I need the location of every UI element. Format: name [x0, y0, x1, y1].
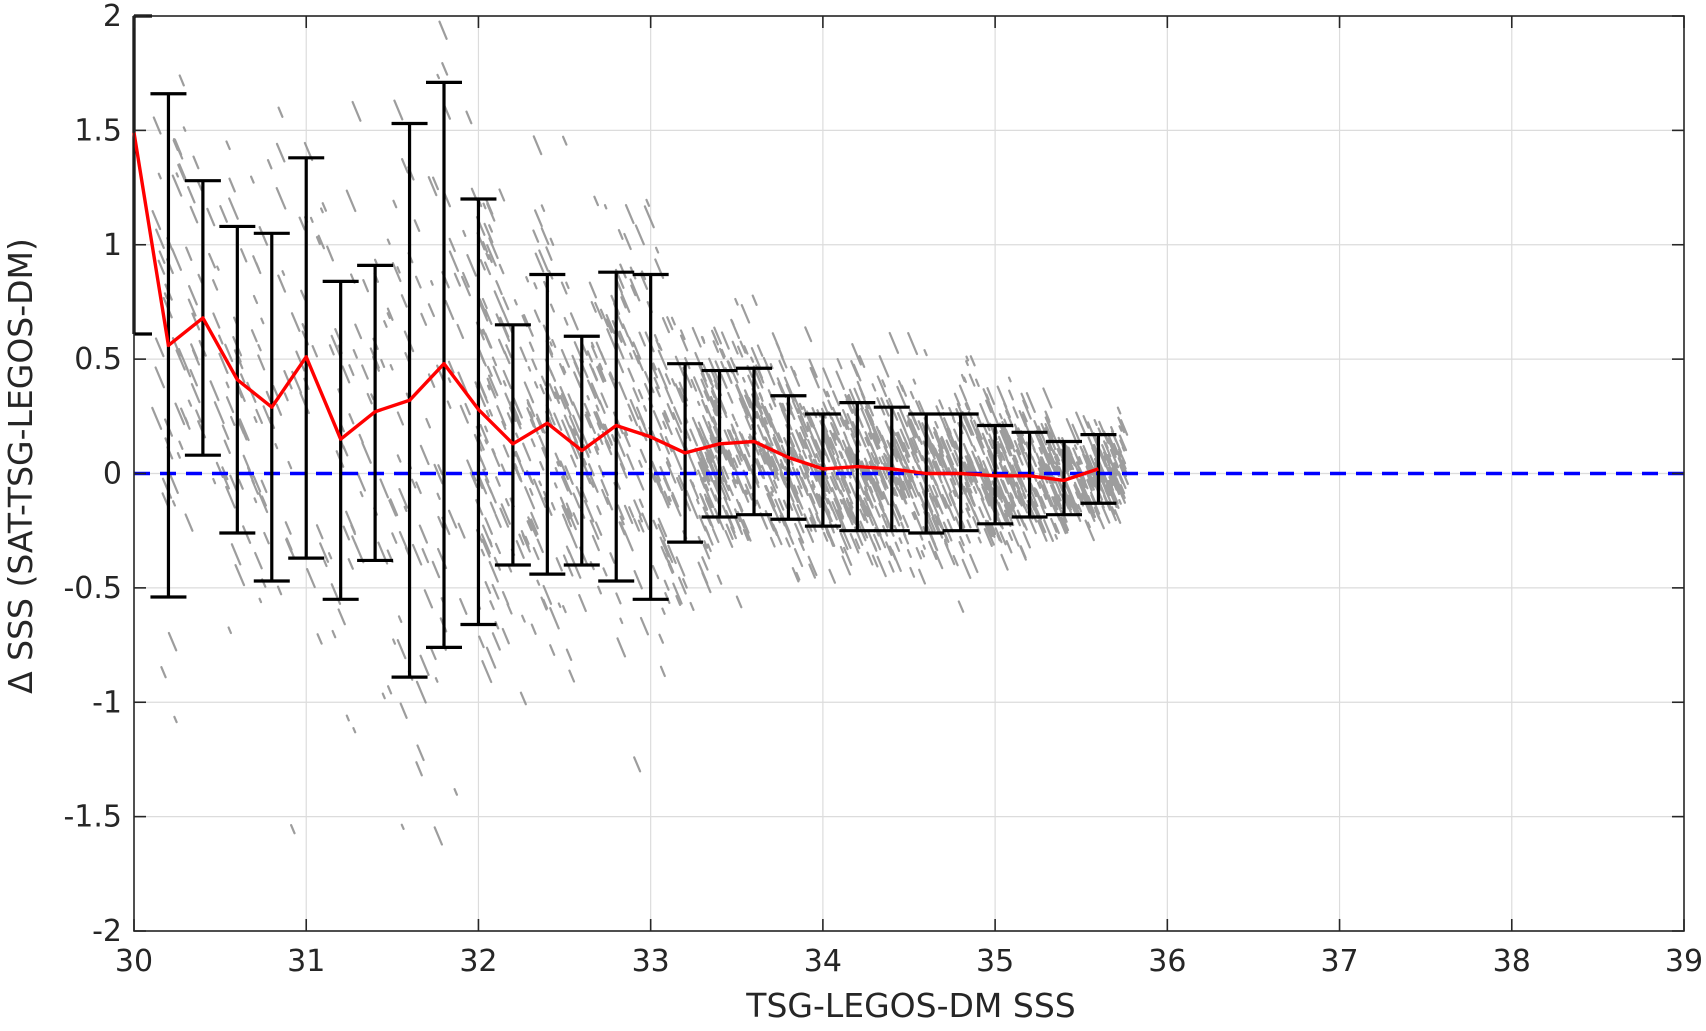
y-tick-label: -0.5 — [63, 571, 122, 606]
error-bar — [1046, 439, 1082, 517]
y-tick-labels: 2 1.5 1 0.5 0 -0.5 -1 -1.5 -2 — [63, 0, 122, 949]
x-tick-label: 36 — [1148, 944, 1186, 979]
x-tick-label: 35 — [976, 944, 1014, 979]
mean-polyline — [132, 132, 1099, 483]
x-tick-label: 34 — [804, 944, 842, 979]
x-tick-label: 38 — [1493, 944, 1531, 979]
y-tick-label: -1 — [92, 685, 122, 720]
y-tick-label: -1.5 — [63, 800, 122, 835]
mean-line — [132, 132, 1099, 483]
x-tick-label: 37 — [1320, 944, 1358, 979]
x-tick-labels: 30 31 32 33 34 35 36 37 38 39 — [115, 944, 1703, 979]
x-axis-label: TSG-LEGOS-DM SSS — [745, 986, 1075, 1025]
y-axis-label: Δ SSS (SAT-TSG-LEGOS-DM) — [1, 238, 40, 694]
x-tick-label: 30 — [115, 944, 153, 979]
y-tick-label: 1.5 — [74, 113, 122, 148]
y-tick-label: 0 — [103, 457, 122, 492]
x-tick-label: 31 — [287, 944, 325, 979]
y-tick-label: 2 — [103, 0, 122, 34]
x-tick-label: 33 — [632, 944, 670, 979]
y-tick-label: 0.5 — [74, 342, 122, 377]
x-tick-label: 39 — [1665, 944, 1703, 979]
error-bar — [1080, 433, 1117, 505]
y-tick-label: -2 — [92, 914, 122, 949]
y-tick-label: 1 — [103, 228, 122, 263]
axes-frame — [133, 15, 1685, 932]
x-tick-label: 32 — [459, 944, 497, 979]
